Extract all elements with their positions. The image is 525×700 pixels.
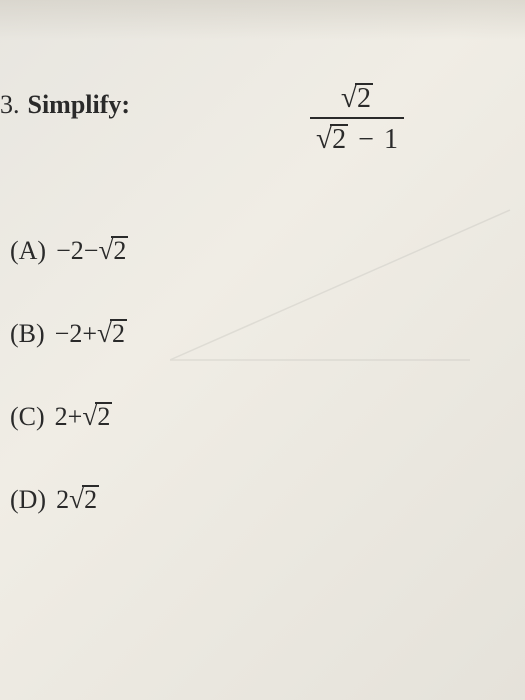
choice-label: (A)	[10, 236, 46, 266]
sqrt-icon: √ 2	[82, 401, 112, 432]
choice-op: −	[84, 236, 99, 266]
faint-background-lines	[170, 200, 520, 420]
choice-lead: −2	[55, 319, 83, 349]
choice-d: (D) 2 √ 2	[10, 484, 128, 515]
numerator-radicand: 2	[355, 83, 373, 113]
fraction-denominator: √ 2 − 1	[310, 117, 404, 156]
fraction: √ 2 √ 2 − 1	[310, 82, 404, 156]
choice-coef: 2	[56, 485, 69, 515]
choice-op: +	[82, 319, 97, 349]
choice-radicand: 2	[111, 236, 128, 264]
page: 3. Simplify: √ 2 √ 2 − 1	[0, 0, 525, 700]
sqrt-icon: √ 2	[98, 235, 128, 266]
answer-choices: (A) −2 − √ 2 (B) −2 + √ 2 (C) 2 +	[10, 235, 128, 567]
sqrt-numerator: √ 2	[341, 82, 373, 115]
choice-label: (B)	[10, 319, 45, 349]
main-expression: √ 2 √ 2 − 1	[310, 82, 404, 156]
question-number: 3.	[0, 90, 20, 120]
choice-label: (C)	[10, 402, 45, 432]
question-prompt: Simplify:	[28, 90, 131, 120]
choice-radicand: 2	[82, 485, 99, 513]
choice-lead: −2	[56, 236, 84, 266]
choice-c: (C) 2 + √ 2	[10, 401, 128, 432]
sqrt-denominator: √ 2	[316, 123, 348, 156]
choice-op: +	[68, 402, 83, 432]
sqrt-icon: √ 2	[69, 484, 99, 515]
question-line: 3. Simplify:	[0, 90, 525, 120]
fraction-numerator: √ 2	[310, 82, 404, 117]
denominator-constant: 1	[384, 124, 398, 155]
choice-label: (D)	[10, 485, 46, 515]
denominator-radicand: 2	[330, 124, 348, 154]
choice-b: (B) −2 + √ 2	[10, 318, 128, 349]
choice-radicand: 2	[95, 402, 112, 430]
choice-radicand: 2	[110, 319, 127, 347]
minus-sign: −	[358, 124, 381, 155]
choice-a: (A) −2 − √ 2	[10, 235, 128, 266]
choice-lead: 2	[55, 402, 68, 432]
sqrt-icon: √ 2	[97, 318, 127, 349]
